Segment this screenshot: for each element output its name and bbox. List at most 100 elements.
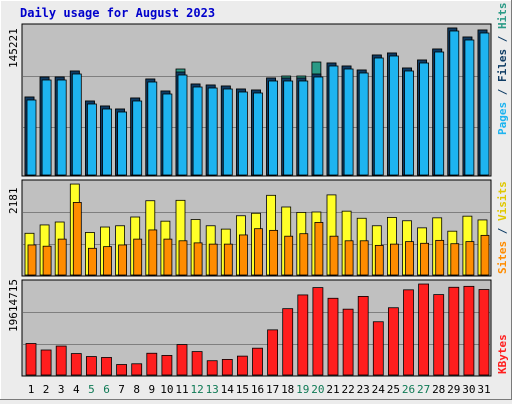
- day-label: 19: [296, 383, 309, 396]
- files-bar: [434, 51, 445, 176]
- kbytes-bar: [297, 294, 309, 376]
- kbytes-bar: [191, 351, 203, 376]
- sites-bar: [57, 238, 67, 276]
- day-label: 3: [58, 383, 65, 396]
- kbytes-bar: [463, 285, 475, 376]
- sites-bar: [27, 244, 37, 276]
- sites-bar: [435, 239, 445, 276]
- sites-bar: [374, 244, 384, 276]
- sites-bar: [133, 238, 143, 276]
- sites-bar: [118, 244, 127, 276]
- day-label: 29: [447, 383, 460, 396]
- files-bar: [283, 80, 294, 176]
- day-label: 11: [175, 383, 188, 396]
- kbytes-bar: [25, 343, 37, 376]
- kbytes-bar: [176, 344, 188, 376]
- kbytes-bar: [342, 308, 354, 376]
- day-label: 27: [417, 383, 430, 396]
- kbytes-bar: [146, 352, 158, 376]
- kbytes-y-max-label: 19614715: [7, 279, 20, 332]
- sites-bar: [148, 229, 158, 276]
- kbytes-bar: [161, 355, 173, 376]
- sites-bar: [163, 238, 173, 276]
- kbytes-bar: [403, 289, 414, 376]
- files-bar: [343, 68, 354, 176]
- visits-bars: [24, 183, 490, 276]
- kbytes-bar: [86, 356, 97, 376]
- day-label: 30: [462, 383, 475, 396]
- kbytes-bar: [101, 357, 112, 376]
- files-bar: [253, 92, 263, 176]
- sites-bar: [465, 241, 475, 276]
- legend-sites-visits: Sites / Visits: [496, 181, 509, 274]
- files-bar: [373, 57, 384, 176]
- legend-pages: Pages: [496, 102, 509, 135]
- files-bar: [419, 62, 430, 176]
- sites-bar: [344, 240, 354, 276]
- day-label: 17: [266, 383, 279, 396]
- sites-bar: [359, 240, 369, 276]
- files-bar: [388, 55, 399, 176]
- kbytes-bar: [206, 360, 218, 376]
- sites-bar: [450, 243, 460, 276]
- sites-bar: [72, 202, 82, 276]
- sites-bar: [88, 247, 97, 276]
- kbytes-bar: [131, 363, 143, 376]
- files-bar: [328, 65, 339, 176]
- kbytes-bars: [25, 283, 490, 376]
- day-label: 18: [281, 383, 294, 396]
- files-bar: [117, 111, 127, 176]
- sites-bar: [103, 246, 112, 276]
- files-bar: [56, 79, 67, 176]
- files-bar: [192, 86, 203, 176]
- files-bar: [222, 88, 233, 176]
- files-bar: [177, 74, 188, 176]
- kbytes-bar: [418, 283, 430, 376]
- sites-bar: [269, 229, 279, 276]
- day-label: 20: [311, 383, 324, 396]
- sites-bar: [420, 242, 430, 276]
- day-label: 24: [372, 383, 386, 396]
- day-label: 5: [88, 383, 95, 396]
- day-label: 26: [402, 383, 415, 396]
- kbytes-bar: [478, 289, 490, 376]
- hits-y-max-label: 145221: [7, 28, 20, 68]
- files-bar: [313, 76, 324, 176]
- files-bar: [41, 79, 52, 176]
- day-label: 12: [190, 383, 203, 396]
- files-bar: [404, 70, 414, 176]
- hits-bars: [24, 27, 490, 176]
- kbytes-bar: [236, 355, 248, 376]
- day-label: 1: [28, 383, 35, 396]
- day-label: 28: [432, 383, 445, 396]
- legend-visits: Visits: [496, 181, 509, 221]
- sites-bar: [314, 222, 324, 276]
- day-label: 8: [133, 383, 140, 396]
- files-bar: [207, 87, 218, 176]
- day-label: 21: [326, 383, 339, 396]
- day-label: 16: [251, 383, 264, 396]
- sites-bar: [208, 243, 218, 276]
- kbytes-bar: [221, 359, 233, 376]
- legend-pages-files-hits: Pages / Files / Hits: [496, 3, 509, 136]
- sites-bar: [254, 228, 263, 276]
- day-label: 13: [206, 383, 219, 396]
- files-bar: [162, 93, 173, 176]
- sites-bar: [405, 241, 414, 276]
- day-label: 14: [221, 383, 235, 396]
- day-label: 2: [43, 383, 50, 396]
- files-bar: [268, 80, 279, 176]
- files-bar: [464, 39, 475, 176]
- kbytes-bar: [267, 329, 279, 376]
- files-bar: [358, 72, 369, 176]
- day-label: 25: [387, 383, 400, 396]
- kbytes-bar: [55, 345, 67, 376]
- sites-bar: [389, 243, 399, 276]
- sites-bar: [223, 243, 233, 276]
- legend-files: Files: [496, 49, 509, 82]
- day-label: 23: [357, 383, 370, 396]
- files-bar: [102, 108, 112, 176]
- sites-bar: [178, 240, 188, 276]
